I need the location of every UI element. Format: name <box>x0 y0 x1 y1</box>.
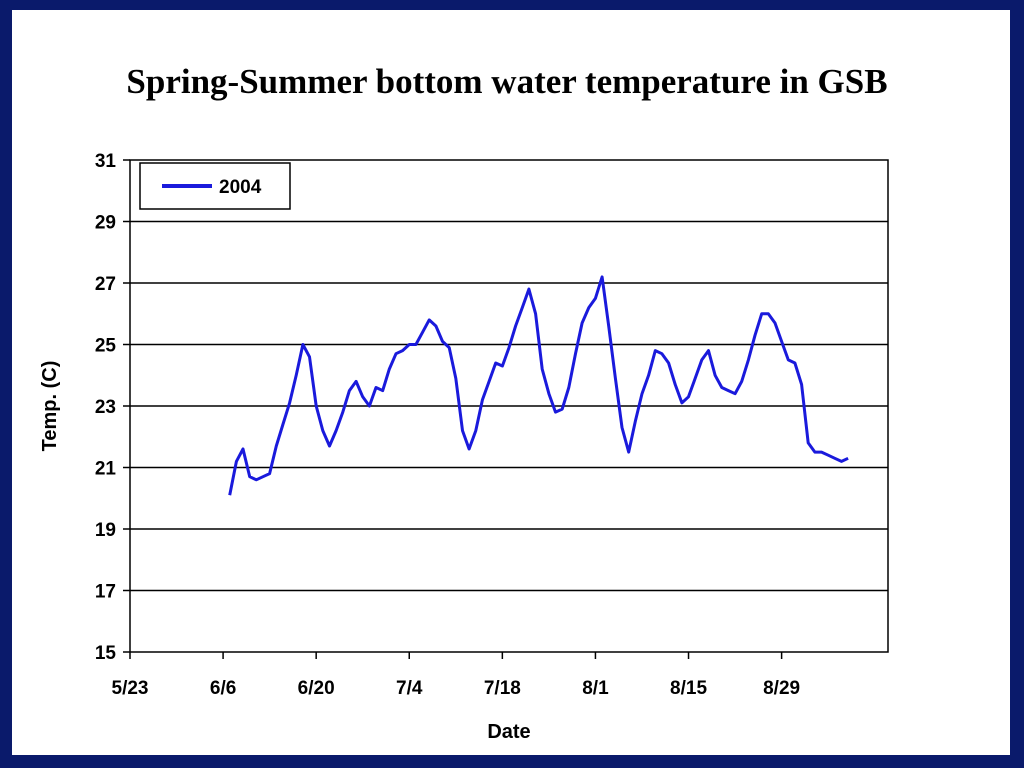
x-axis: 5/23 6/6 6/20 7/4 7/18 8/1 8/15 8/29 <box>112 652 800 699</box>
x-tick-label: 8/1 <box>582 678 609 699</box>
legend-label-2004: 2004 <box>219 177 262 198</box>
x-axis-label: Date <box>487 721 530 743</box>
y-axis: 15 17 19 21 23 25 27 29 31 <box>95 151 130 664</box>
y-tick-label: 31 <box>95 151 117 172</box>
gridlines <box>130 220 888 592</box>
x-tick-label: 8/15 <box>670 678 707 699</box>
x-tick-label: 6/20 <box>298 678 335 699</box>
x-tick-label: 5/23 <box>112 678 149 699</box>
series-line-2004 <box>228 275 849 496</box>
y-tick-label: 17 <box>95 582 116 603</box>
y-axis-label: Temp. (C) <box>39 361 61 452</box>
x-tick-label: 7/4 <box>396 678 423 699</box>
y-tick-label: 21 <box>95 459 117 480</box>
x-tick-label: 7/18 <box>484 678 521 699</box>
x-tick-label: 6/6 <box>210 678 236 699</box>
y-tick-label: 19 <box>95 520 116 541</box>
y-tick-label: 15 <box>95 643 117 664</box>
y-tick-label: 27 <box>95 274 116 295</box>
slide-title: Spring-Summer bottom water temperature i… <box>126 62 888 101</box>
y-tick-label: 25 <box>95 336 117 357</box>
x-tick-label: 8/29 <box>763 678 800 699</box>
slide: Spring-Summer bottom water temperature i… <box>12 10 1010 755</box>
y-tick-label: 23 <box>95 397 116 418</box>
legend: 2004 <box>139 162 291 210</box>
y-tick-label: 29 <box>95 213 116 234</box>
